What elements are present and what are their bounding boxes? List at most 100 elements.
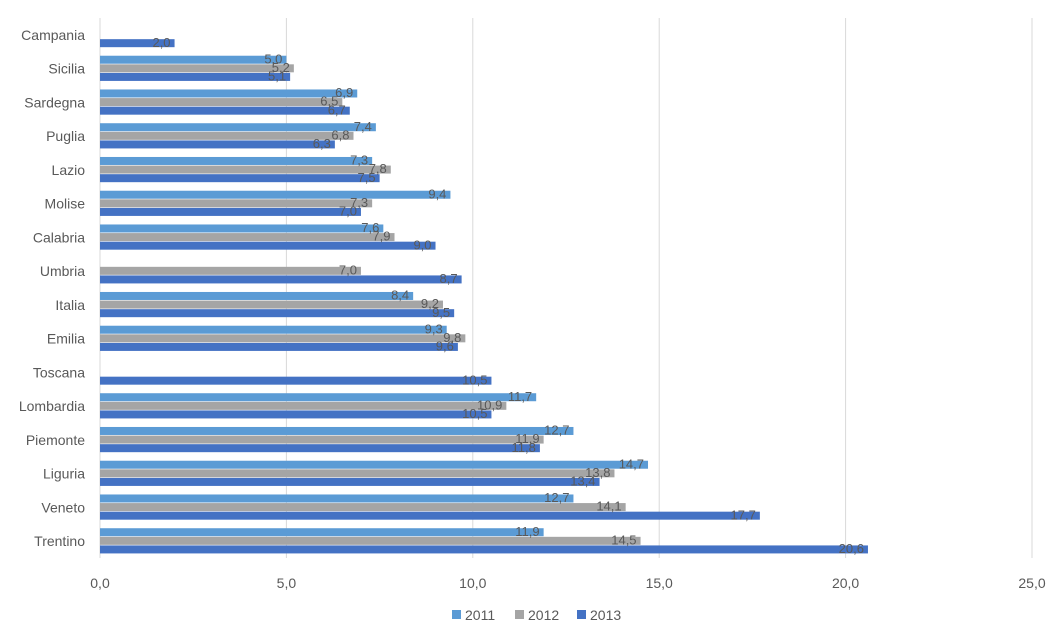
data-label: 9,0: [413, 237, 431, 252]
bar-2013: [100, 72, 291, 81]
bars: [100, 39, 868, 554]
bar-2011: [100, 291, 414, 300]
bar-2013: [100, 545, 868, 554]
data-label: 9,6: [436, 339, 454, 354]
category-label: Piemonte: [26, 432, 85, 448]
data-label: 17,7: [731, 507, 756, 522]
bar-2013: [100, 106, 350, 115]
bar-2013: [100, 275, 462, 284]
category-label: Toscana: [33, 364, 85, 380]
bar-2012: [100, 401, 507, 410]
category-label: Lazio: [52, 162, 86, 178]
data-label: 10,9: [477, 397, 502, 412]
bar-2012: [100, 300, 443, 309]
data-label: 14,5: [611, 532, 636, 547]
bar-2011: [100, 190, 451, 199]
data-label: 6,8: [331, 127, 349, 142]
legend: 2011 2012 2013: [452, 607, 621, 623]
data-label: 7,6: [361, 220, 379, 235]
bar-2012: [100, 435, 544, 444]
bar-2011: [100, 426, 574, 435]
category-label: Puglia: [46, 128, 85, 144]
data-label: 7,3: [350, 153, 368, 168]
x-tick-label: 20,0: [832, 575, 859, 591]
bar-2013: [100, 241, 436, 250]
legend-label: 2012: [528, 607, 559, 623]
bar-2013: [100, 140, 335, 149]
category-label: Sardegna: [24, 94, 85, 110]
bar-2011: [100, 89, 358, 98]
data-label: 5,0: [264, 51, 282, 66]
x-tick-label: 25,0: [1018, 575, 1045, 591]
data-label: 9,8: [443, 330, 461, 345]
data-label: 8,4: [391, 288, 409, 303]
legend-label: 2013: [590, 607, 621, 623]
data-label: 14,7: [619, 456, 644, 471]
bar-2013: [100, 410, 492, 419]
data-label: 13,8: [585, 465, 610, 480]
data-label: 5,2: [272, 60, 290, 75]
bar-2011: [100, 325, 447, 334]
category-label: Umbria: [40, 263, 85, 279]
category-labels: Campania Sicilia Sardegna Puglia Lazio Molise…: [19, 27, 85, 549]
bar-2012: [100, 165, 391, 174]
data-label: 6,3: [313, 136, 331, 151]
bar-2013: [100, 39, 175, 48]
data-label: 6,9: [335, 85, 353, 100]
x-tick-label: 15,0: [646, 575, 673, 591]
data-label: 5,1: [268, 69, 286, 84]
bar-2012: [100, 131, 354, 140]
category-label: Italia: [55, 297, 85, 313]
category-label: Emilia: [47, 331, 85, 347]
data-label: 9,2: [421, 296, 439, 311]
bar-2012: [100, 233, 395, 242]
category-label: Lombardia: [19, 398, 85, 414]
data-label: 12,7: [544, 490, 569, 505]
data-label: 6,7: [328, 102, 346, 117]
data-label: 13,4: [570, 474, 595, 489]
data-label: 10,5: [462, 372, 487, 387]
data-label: 7,0: [339, 262, 357, 277]
bar-2013: [100, 207, 361, 216]
data-label: 11,9: [515, 431, 539, 446]
legend-swatch-2012: [515, 610, 524, 619]
x-tick-label: 5,0: [277, 575, 297, 591]
x-axis-tick-labels: 0,0 5,0 10,0 15,0 20,0 25,0: [90, 575, 1046, 591]
data-label: 7,5: [358, 170, 376, 185]
data-label: 9,4: [428, 186, 446, 201]
data-label: 7,8: [369, 161, 387, 176]
data-label: 7,4: [354, 119, 372, 134]
data-label: 9,3: [425, 321, 443, 336]
data-label: 10,5: [462, 406, 487, 421]
bar-2012: [100, 536, 641, 545]
bar-2013: [100, 174, 380, 183]
x-tick-label: 0,0: [90, 575, 110, 591]
data-label: 7,9: [372, 229, 390, 244]
legend-label: 2011: [465, 607, 495, 623]
data-label: 7,0: [339, 204, 357, 219]
bar-2012: [100, 266, 361, 275]
data-label: 6,5: [320, 94, 338, 109]
category-label: Veneto: [41, 499, 85, 515]
bar-2012: [100, 64, 294, 73]
category-label: Trentino: [34, 533, 85, 549]
x-tick-label: 10,0: [459, 575, 486, 591]
bar-2012: [100, 334, 466, 343]
bar-2011: [100, 123, 376, 132]
bar-2011: [100, 460, 649, 469]
category-label: Campania: [21, 27, 85, 43]
legend-swatch-2013: [577, 610, 586, 619]
bar-2011: [100, 55, 287, 64]
data-label: 11,9: [515, 524, 539, 539]
data-label: 9,5: [432, 305, 450, 320]
data-label: 11,7: [508, 389, 532, 404]
bar-2013: [100, 477, 600, 486]
legend-swatch-2011: [452, 610, 461, 619]
bar-2013: [100, 309, 455, 318]
data-label: 12,7: [544, 423, 569, 438]
bar-2011: [100, 224, 384, 233]
bar-2011: [100, 494, 574, 503]
data-label: 11,8: [512, 440, 536, 455]
category-label: Liguria: [43, 466, 85, 482]
